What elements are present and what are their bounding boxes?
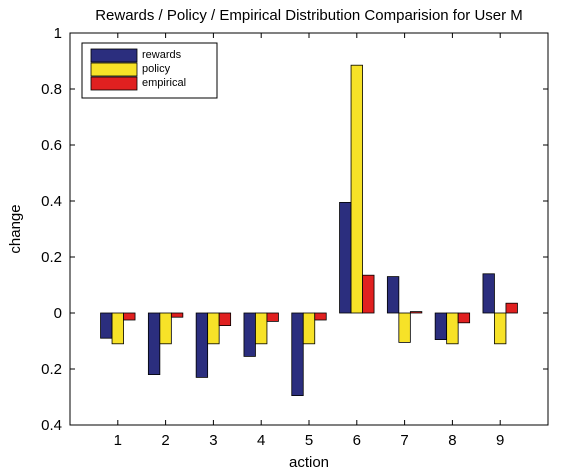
bar-empirical-action-3 [218,312,232,326]
bar-policy-action-2 [159,312,172,345]
bar-policy-action-6 [350,64,363,314]
legend-swatch-rewards [90,48,138,63]
chart-title: Rewards / Policy / Empirical Distributio… [95,7,523,24]
bars-group [100,64,518,396]
bar-empirical-action-1 [123,312,136,321]
x-axis-label: action [289,454,329,471]
y-tick-label: 1 [54,25,62,42]
y-tick-label: 0.2 [41,249,62,266]
x-tick-label: 5 [305,432,313,449]
bar-rewards-action-4 [243,312,256,357]
x-tick-label: 7 [400,432,408,449]
bar-policy-action-8 [446,312,459,345]
legend-label-policy: policy [142,63,171,75]
bar-rewards-action-6 [339,201,352,314]
bar-policy-action-5 [302,312,316,345]
bar-policy-action-3 [207,312,220,345]
x-tick-label: 4 [257,432,265,449]
x-tick-label: 1 [114,432,122,449]
y-tick-label: 0.4 [41,193,62,210]
bar-policy-action-9 [494,312,507,345]
bar-empirical-action-4 [266,312,279,322]
legend-label-rewards: rewards [142,49,182,61]
y-tick-label: 0.8 [41,81,62,98]
y-tick-label: 0.2 [41,361,62,378]
y-axis-label: change [7,204,24,253]
bar-empirical-action-7 [409,311,423,314]
y-tick-label: 0 [54,305,62,322]
bar-policy-action-7 [398,312,411,343]
legend-swatch-policy [90,62,138,77]
bar-rewards-action-3 [195,312,209,378]
bar-rewards-action-1 [100,312,113,339]
x-tick-label: 3 [209,432,217,449]
bar-policy-action-4 [255,312,268,345]
x-tick-label: 9 [496,432,504,449]
bar-empirical-action-6 [362,274,375,314]
bar-rewards-action-2 [147,312,161,375]
x-tick-label: 2 [161,432,169,449]
bar-empirical-action-9 [505,302,518,314]
legend: rewards policy empirical [81,42,218,99]
bar-empirical-action-5 [314,312,327,321]
x-tick-label: 6 [353,432,361,449]
y-tick-label: 0.4 [41,417,62,434]
bar-empirical-action-8 [457,312,471,324]
bar-empirical-action-2 [170,312,184,318]
legend-label-empirical: empirical [142,77,186,89]
y-tick-label: 0.6 [41,137,62,154]
bar-rewards-action-7 [386,276,400,314]
legend-swatch-empirical [90,76,138,91]
bar-rewards-action-8 [434,312,448,341]
bar-rewards-action-5 [291,312,304,396]
x-tick-label: 8 [448,432,456,449]
axes-group: 1 0.8 0.6 0.4 0.2 0 0.2 0.4 1 2 3 4 5 6 7 8 9 [41,25,549,449]
bar-rewards-action-9 [482,273,495,314]
bar-policy-action-1 [111,312,124,345]
